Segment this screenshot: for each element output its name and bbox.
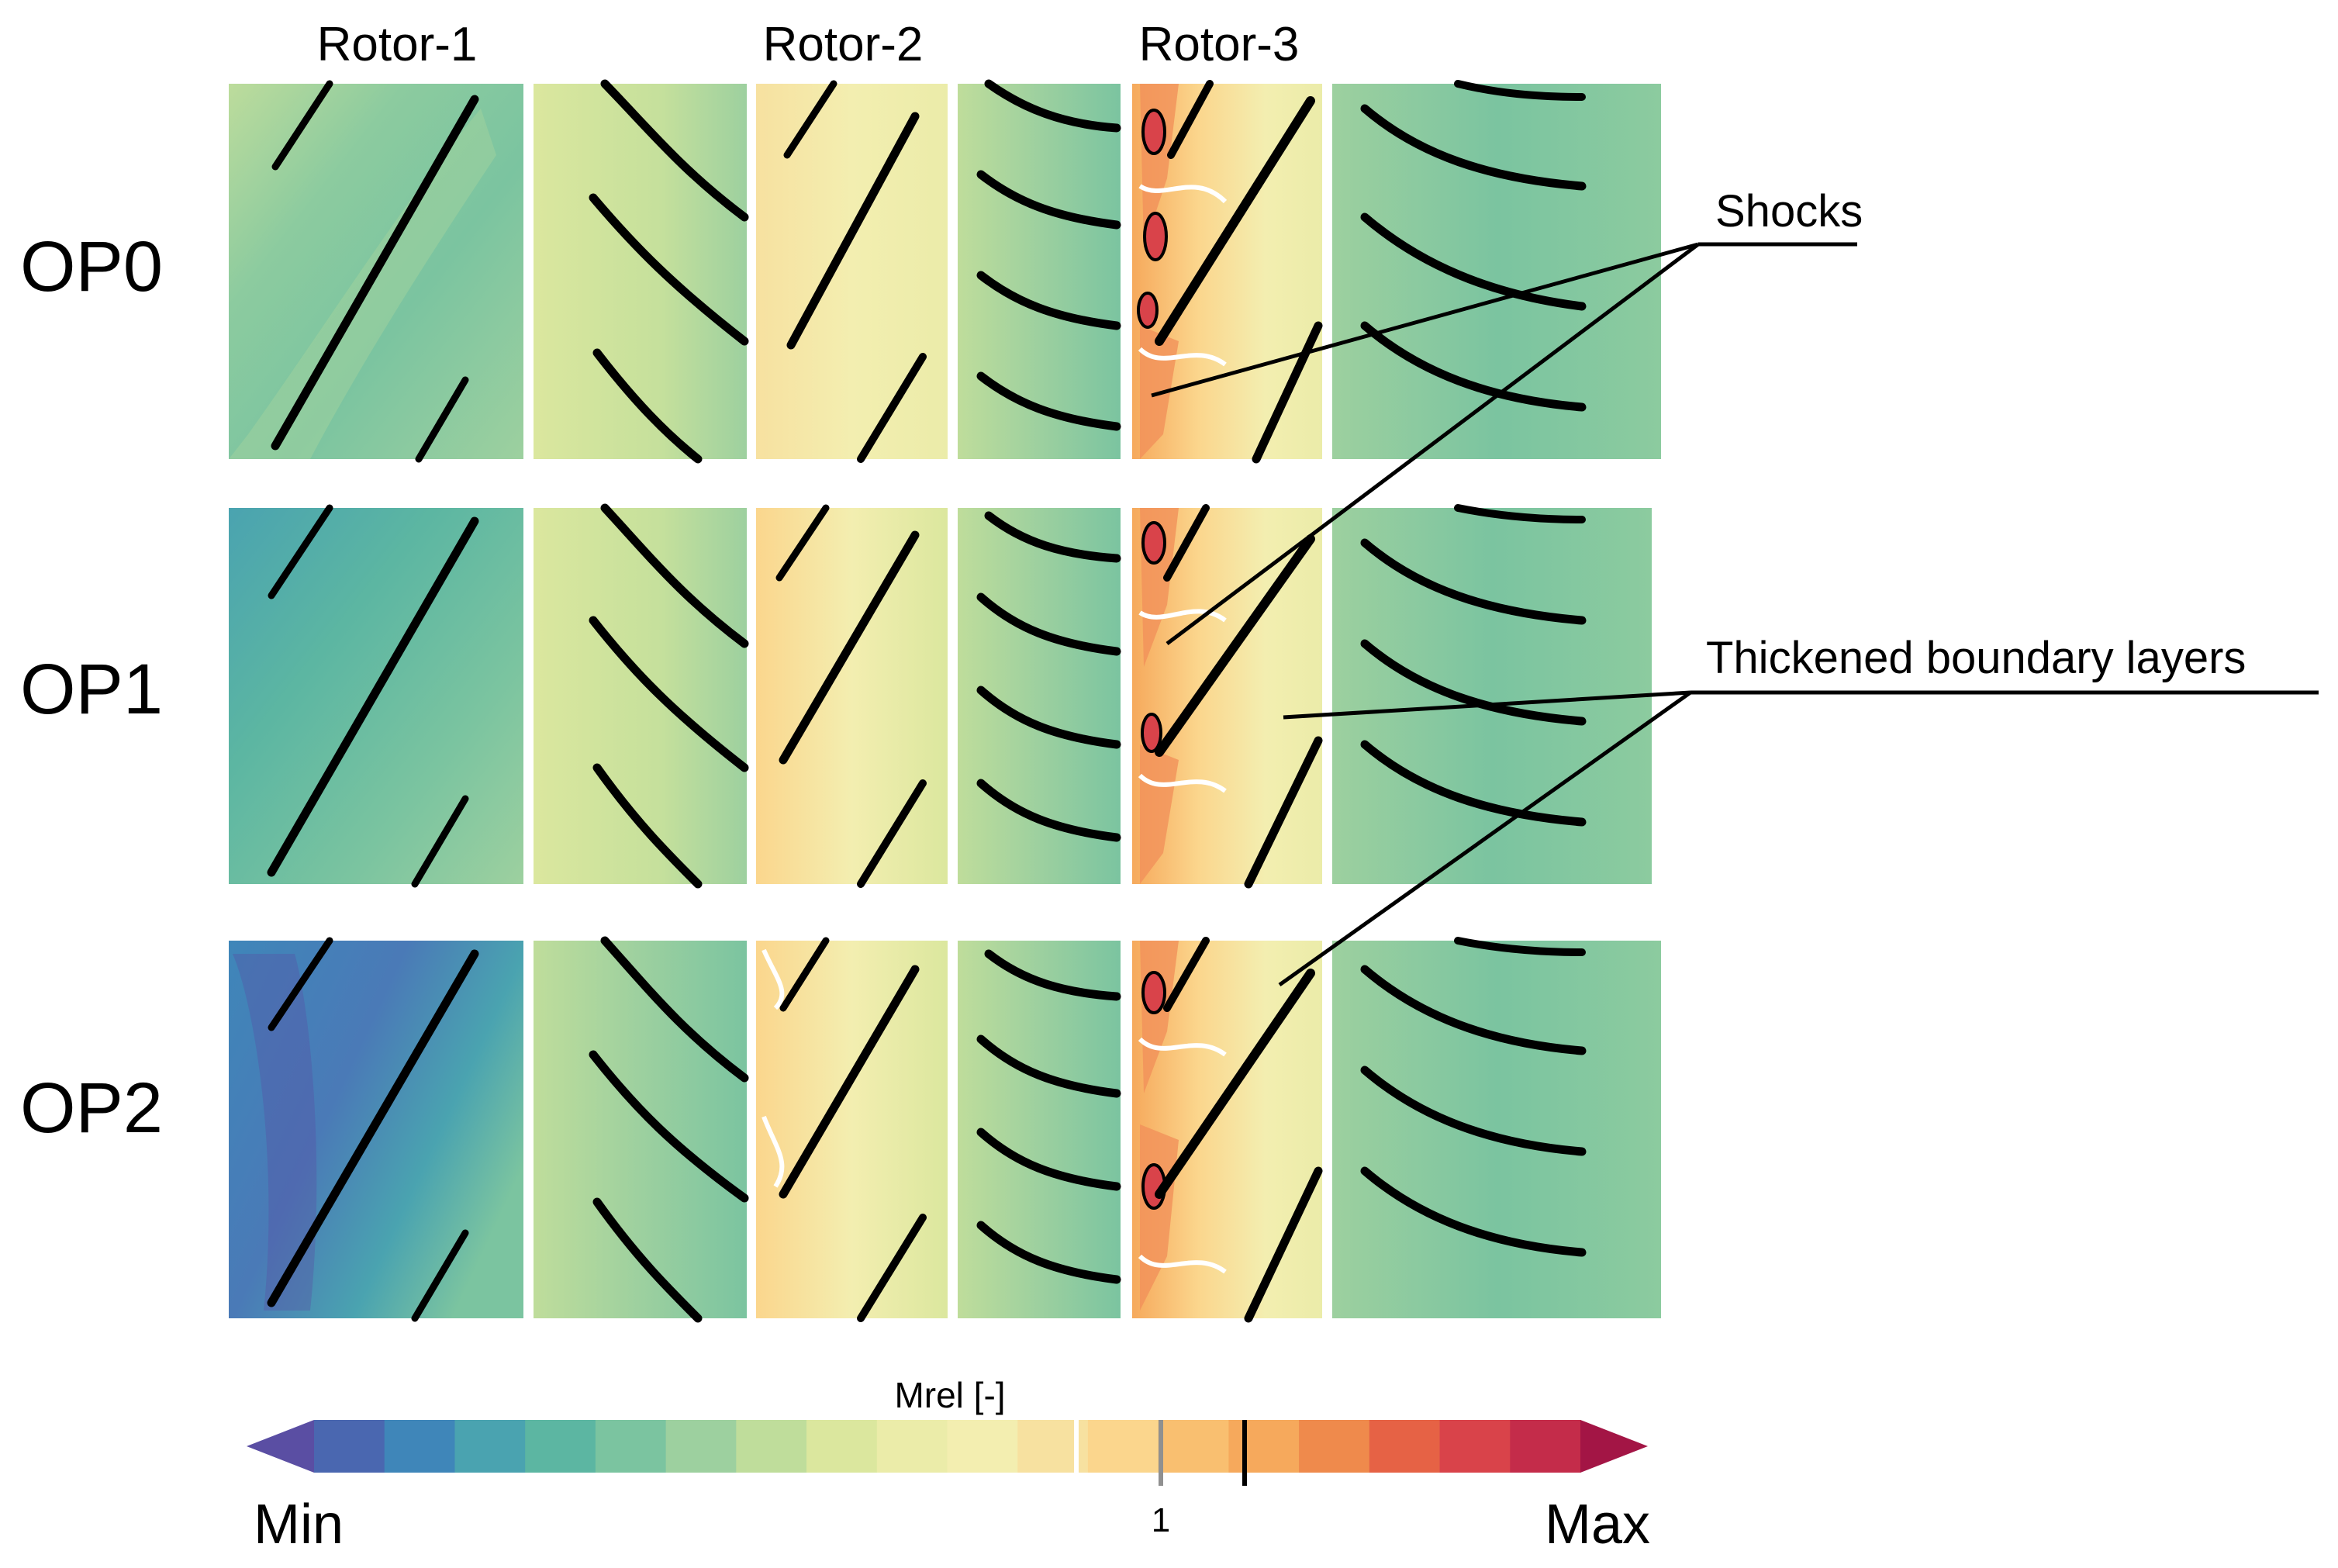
colorbar-cell — [1158, 1420, 1229, 1473]
column-header-rotor-2: Rotor-2 — [763, 18, 924, 71]
colorbar-min-label: Min — [254, 1494, 344, 1556]
colorbar-cell — [947, 1420, 1018, 1473]
colorbar-cell — [1087, 1420, 1159, 1473]
colorbar: Mrel [-] 1 Min Max — [247, 1375, 1650, 1556]
colorbar-cell — [876, 1420, 948, 1473]
row-label-op0: OP0 — [20, 227, 163, 306]
row-label-op2: OP2 — [20, 1069, 163, 1148]
annotation-shocks-label: Shocks — [1715, 186, 1863, 237]
contour-row-op1 — [229, 503, 1652, 889]
contour-row-op0 — [229, 79, 1661, 464]
colorbar-cell — [1228, 1420, 1300, 1473]
colorbar-cell — [1439, 1420, 1511, 1473]
annotation-boundary-layers: Thickened boundary layers — [1278, 633, 2319, 987]
colorbar-min-arrow — [247, 1420, 314, 1473]
colorbar-cell — [595, 1420, 667, 1473]
colorbar-cell — [525, 1420, 596, 1473]
colorbar-max-label: Max — [1545, 1494, 1650, 1556]
colorbar-cell — [665, 1420, 737, 1473]
colorbar-cell — [384, 1420, 456, 1473]
colorbar-max-arrow — [1580, 1420, 1648, 1473]
colorbar-cell — [314, 1420, 385, 1473]
colorbar-cell — [806, 1420, 878, 1473]
colorbar-cell — [736, 1420, 807, 1473]
column-header-rotor-3: Rotor-3 — [1139, 18, 1300, 71]
column-header-rotor-1: Rotor-1 — [317, 18, 478, 71]
colorbar-cell — [454, 1420, 526, 1473]
annotation-shocks: Shocks — [1151, 186, 1863, 645]
annotation-boundary-layers-label: Thickened boundary layers — [1706, 633, 2246, 683]
colorbar-cell — [1369, 1420, 1441, 1473]
row-label-op1: OP1 — [20, 650, 163, 729]
colorbar-cell — [1510, 1420, 1581, 1473]
colorbar-title: Mrel [-] — [894, 1375, 1005, 1415]
colorbar-cells — [314, 1420, 1581, 1473]
colorbar-cell — [1299, 1420, 1370, 1473]
contour-row-op2 — [229, 936, 1661, 1323]
colorbar-marker-label: 1 — [1152, 1501, 1170, 1539]
